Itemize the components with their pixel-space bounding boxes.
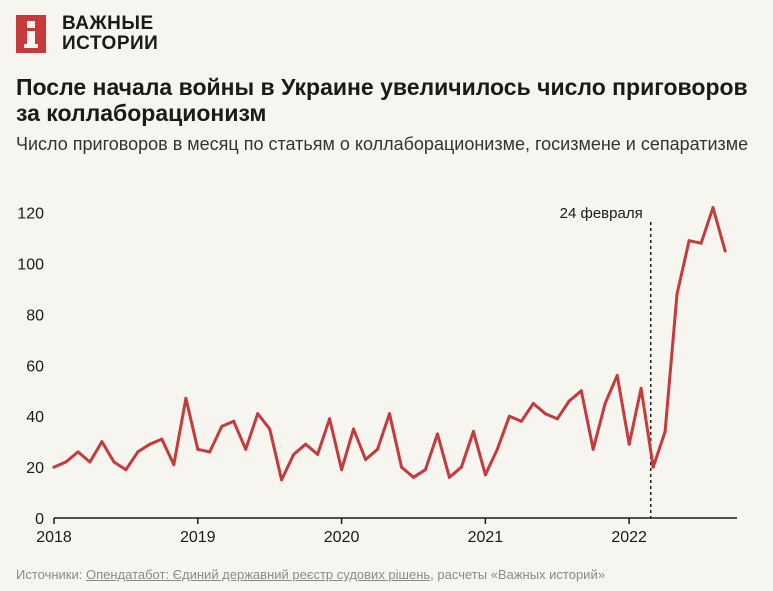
data-point bbox=[699, 241, 703, 245]
data-point bbox=[352, 427, 355, 431]
series bbox=[52, 206, 727, 482]
x-axis: 2018 2019 2020 2021 2022 bbox=[36, 517, 737, 546]
data-point bbox=[711, 206, 715, 210]
data-point bbox=[627, 442, 631, 446]
data-point bbox=[268, 427, 272, 431]
data-point bbox=[579, 389, 583, 393]
annotation-label: 24 февраля bbox=[560, 205, 643, 222]
data-point bbox=[507, 414, 511, 418]
annotation: 24 февраля bbox=[560, 205, 652, 518]
data-point bbox=[639, 386, 643, 390]
data-point bbox=[519, 419, 523, 423]
data-point bbox=[112, 460, 116, 464]
source-link[interactable]: Опендатабот: Єдиний державний реєстр суд… bbox=[85, 567, 431, 582]
series-line bbox=[52, 206, 727, 482]
data-point bbox=[567, 399, 571, 403]
data-point bbox=[615, 374, 619, 377]
data-point bbox=[436, 432, 439, 436]
data-point bbox=[64, 460, 68, 464]
data-point bbox=[232, 419, 236, 423]
data-point bbox=[196, 447, 200, 451]
y-axis: 0 20 40 60 80 100 120 bbox=[17, 206, 44, 528]
chart-title: После начала войны в Украине увеличилось… bbox=[16, 74, 748, 126]
data-point bbox=[220, 424, 224, 428]
data-point bbox=[483, 473, 487, 477]
brand-name: ВАЖНЫЕ ИСТОРИИ bbox=[62, 14, 158, 54]
y-tick-label: 60 bbox=[26, 358, 44, 375]
data-point bbox=[687, 239, 691, 243]
data-point bbox=[124, 468, 128, 472]
y-tick-label: 0 bbox=[35, 511, 44, 528]
data-point bbox=[591, 447, 595, 451]
data-point bbox=[328, 417, 332, 421]
data-point bbox=[471, 430, 475, 433]
data-point bbox=[208, 450, 212, 454]
data-point bbox=[340, 468, 344, 472]
brand-logo[interactable]: ВАЖНЫЕ ИСТОРИИ bbox=[16, 14, 158, 54]
line-chart: 0 20 40 60 80 100 120 2018 2019 2020 2021 2022 24 … bbox=[17, 205, 737, 546]
data-point bbox=[447, 475, 451, 479]
data-point bbox=[531, 402, 535, 405]
data-point bbox=[364, 458, 368, 461]
data-point bbox=[304, 442, 308, 446]
data-point bbox=[400, 465, 403, 469]
data-point bbox=[76, 450, 80, 454]
x-tick-label: 2018 bbox=[36, 529, 72, 546]
data-point bbox=[136, 450, 140, 454]
data-point bbox=[412, 475, 415, 479]
data-point bbox=[316, 452, 320, 456]
data-point bbox=[148, 442, 152, 446]
brand-name-line1: ВАЖНЫЕ bbox=[62, 13, 154, 34]
y-tick-label: 100 bbox=[17, 257, 44, 274]
data-point bbox=[52, 465, 56, 469]
x-tick-label: 2020 bbox=[324, 529, 360, 546]
y-tick-label: 20 bbox=[26, 460, 44, 477]
data-point bbox=[651, 465, 655, 469]
source-prefix: Источники: bbox=[16, 567, 86, 582]
data-point bbox=[292, 452, 296, 456]
data-point bbox=[603, 402, 607, 405]
data-point bbox=[543, 412, 547, 416]
source-note: Источники: Опендатабот: Єдиний державний… bbox=[16, 567, 605, 582]
x-tick-label: 2022 bbox=[611, 529, 647, 546]
data-point bbox=[256, 412, 260, 416]
data-point bbox=[280, 478, 284, 482]
data-point bbox=[244, 447, 248, 451]
data-point bbox=[495, 447, 499, 451]
data-point bbox=[184, 396, 188, 400]
data-point bbox=[160, 437, 164, 441]
x-tick-label: 2021 bbox=[468, 529, 504, 546]
info-logo-icon bbox=[16, 15, 46, 53]
data-point bbox=[88, 460, 92, 464]
data-point bbox=[423, 468, 427, 472]
data-point bbox=[100, 440, 104, 444]
data-point bbox=[388, 412, 391, 416]
y-tick-label: 120 bbox=[17, 206, 44, 223]
data-point bbox=[172, 463, 176, 467]
data-point bbox=[663, 430, 667, 433]
data-point bbox=[723, 249, 727, 253]
source-suffix: , расчеты «Важных историй» bbox=[430, 567, 605, 582]
data-point bbox=[675, 292, 679, 296]
y-tick-label: 40 bbox=[26, 409, 44, 426]
y-tick-label: 80 bbox=[26, 307, 44, 324]
x-tick-label: 2019 bbox=[180, 529, 216, 546]
chart-subtitle: Число приговоров в месяц по статьям о ко… bbox=[16, 134, 749, 154]
data-point bbox=[555, 417, 559, 421]
data-point bbox=[376, 447, 379, 451]
data-point bbox=[459, 465, 463, 469]
brand-name-line2: ИСТОРИИ bbox=[62, 33, 159, 54]
